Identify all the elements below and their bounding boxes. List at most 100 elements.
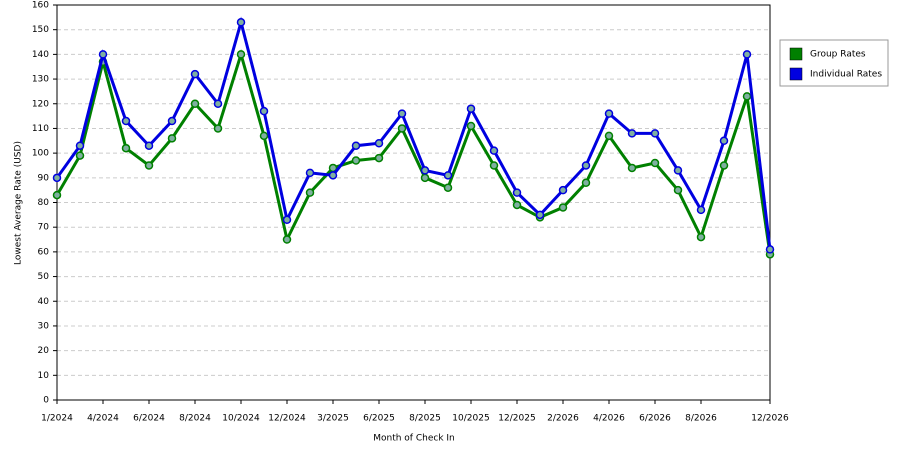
data-point	[627, 163, 637, 173]
legend-label: Group Rates	[810, 50, 866, 60]
x-tick-label: 3/2025	[317, 414, 349, 424]
data-point	[466, 121, 476, 131]
data-point	[627, 129, 637, 138]
data-point	[420, 166, 430, 175]
y-tick-label: 70	[38, 223, 50, 233]
data-point	[581, 178, 591, 187]
y-tick-label: 110	[32, 124, 49, 134]
data-point	[466, 104, 476, 113]
data-point	[190, 69, 200, 79]
y-tick-label: 50	[38, 272, 50, 282]
data-point	[374, 139, 384, 148]
data-point	[75, 141, 85, 150]
y-tick-label: 90	[38, 173, 50, 183]
data-point	[719, 161, 729, 170]
y-tick-label: 20	[38, 346, 50, 356]
legend-swatch	[789, 67, 803, 81]
y-tick-label: 0	[43, 396, 49, 406]
x-tick-label: 1/2024	[41, 414, 73, 424]
data-point	[397, 109, 407, 118]
data-point	[443, 183, 453, 192]
series-line	[55, 49, 772, 255]
x-tick-label: 2/2026	[547, 414, 579, 424]
data-point	[420, 173, 430, 183]
data-point	[673, 166, 683, 175]
data-point	[98, 50, 108, 59]
data-point	[558, 185, 568, 195]
data-point	[282, 215, 292, 225]
y-tick-label: 40	[38, 297, 50, 307]
x-tick-label: 10/2024	[222, 414, 260, 424]
data-point	[397, 124, 407, 133]
data-point	[75, 151, 85, 160]
series-line	[55, 16, 772, 250]
data-point	[213, 99, 223, 108]
y-tick-label: 150	[32, 25, 49, 35]
data-point	[213, 124, 223, 133]
y-tick-label: 80	[38, 198, 50, 208]
data-point	[512, 188, 522, 197]
data-point	[719, 136, 729, 146]
x-tick-label: 4/2026	[593, 414, 625, 424]
data-point	[167, 116, 177, 126]
x-tick-label: 6/2025	[363, 414, 395, 424]
legend-label: Individual Rates	[810, 70, 882, 80]
data-point	[696, 232, 706, 242]
data-point	[144, 141, 154, 150]
data-point	[650, 129, 660, 138]
data-point	[696, 205, 706, 215]
x-axis-label: Month of Check In	[373, 434, 455, 444]
data-point	[489, 161, 499, 170]
data-point	[121, 143, 131, 153]
y-tick-label: 160	[32, 1, 49, 11]
data-point	[328, 171, 338, 180]
data-point	[236, 18, 246, 27]
data-point	[190, 99, 200, 108]
x-tick-label: 4/2024	[87, 414, 119, 424]
y-tick-label: 10	[38, 371, 50, 381]
data-point	[167, 134, 177, 143]
data-point	[374, 153, 384, 163]
legend-swatch	[789, 47, 803, 61]
plot-frame	[56, 4, 771, 401]
data-point	[52, 173, 62, 183]
data-point	[558, 203, 568, 212]
data-point	[259, 106, 269, 116]
y-tick-label: 60	[38, 247, 50, 257]
data-point	[282, 235, 292, 244]
data-point	[144, 161, 154, 170]
data-point	[742, 92, 752, 101]
data-point	[673, 185, 683, 195]
x-tick-label: 8/2026	[685, 414, 717, 424]
data-point	[535, 210, 545, 220]
data-point	[305, 188, 315, 197]
data-point	[489, 146, 499, 155]
data-point	[742, 50, 752, 59]
y-tick-label: 120	[32, 99, 49, 109]
data-point	[765, 245, 775, 254]
x-tick-label: 12/2025	[498, 414, 535, 424]
data-point	[443, 171, 453, 180]
data-point	[581, 161, 591, 170]
y-tick-label: 30	[38, 321, 50, 331]
y-tick-label: 130	[32, 75, 49, 85]
data-point	[236, 50, 246, 59]
data-point	[52, 190, 62, 200]
y-axis-label: Lowest Average Rate (USD)	[14, 141, 24, 265]
data-point	[604, 109, 614, 118]
data-point	[259, 131, 269, 141]
y-tick-label: 140	[32, 50, 49, 60]
data-point	[604, 131, 614, 141]
x-tick-label: 6/2024	[133, 414, 165, 424]
data-point	[351, 141, 361, 150]
x-tick-label: 8/2024	[179, 414, 211, 424]
data-point	[650, 158, 660, 168]
data-point	[512, 200, 522, 210]
data-point	[305, 168, 315, 178]
x-tick-label: 10/2025	[452, 414, 489, 424]
x-tick-label: 6/2026	[639, 414, 671, 424]
data-point	[121, 116, 131, 126]
x-tick-label: 8/2025	[409, 414, 441, 424]
y-tick-label: 100	[32, 149, 49, 159]
